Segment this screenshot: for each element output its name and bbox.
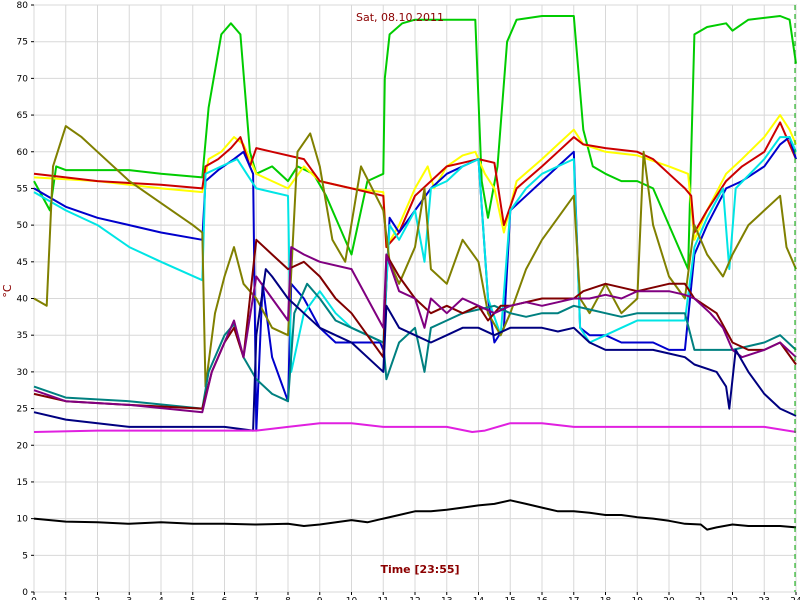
- x-tick-label: 10: [346, 597, 358, 600]
- chart-title: Sat, 08.10.2011: [356, 11, 444, 24]
- series-line-7: [33, 282, 797, 410]
- series-line-6: [33, 125, 797, 388]
- x-tick-label: 12: [409, 597, 420, 600]
- x-tick-label: 17: [568, 597, 579, 600]
- x-tick-label: 14: [473, 597, 485, 600]
- x-tick-label: 0: [31, 597, 37, 600]
- y-tick-label: 80: [17, 1, 29, 11]
- x-tick-label: 20: [663, 597, 675, 600]
- series-layer: [33, 15, 797, 531]
- x-tick-label: 15: [505, 597, 516, 600]
- series-line-4: [33, 136, 797, 432]
- series-line-12: [33, 499, 797, 531]
- x-tick-label: 4: [158, 597, 164, 600]
- y-tick-label: 15: [17, 478, 28, 488]
- x-tick-label: 13: [441, 597, 452, 600]
- y-tick-label: 20: [17, 441, 29, 451]
- x-tick-label: 8: [285, 597, 291, 600]
- y-axis-label: °C: [1, 284, 14, 298]
- x-axis-label: Time [23:55]: [380, 563, 459, 576]
- y-tick-label: 60: [17, 148, 29, 158]
- x-tick-label: 11: [378, 597, 389, 600]
- x-tick-label: 1: [63, 597, 69, 600]
- x-tick-label: 3: [126, 597, 132, 600]
- y-tick-label: 55: [17, 184, 28, 194]
- series-line-5: [33, 136, 797, 373]
- x-tick-label: 2: [95, 597, 101, 600]
- x-tick-label: 22: [727, 597, 738, 600]
- series-line-1: [33, 15, 797, 271]
- y-tick-label: 45: [17, 258, 28, 268]
- x-tick-label: 23: [759, 597, 770, 600]
- x-tick-label: 19: [632, 597, 644, 600]
- x-tick-label: 21: [695, 597, 706, 600]
- x-tick-label: 16: [536, 597, 548, 600]
- y-tick-label: 70: [17, 74, 29, 84]
- x-tick-label: 18: [600, 597, 612, 600]
- y-tick-label: 30: [17, 368, 29, 378]
- y-tick-label: 0: [22, 588, 28, 598]
- y-tick-label: 5: [22, 551, 28, 561]
- series-line-10: [33, 268, 797, 432]
- y-axis: 0 5 10 15 20 25 30 35 40 45 50 55 60 65 70 75 80: [17, 1, 34, 598]
- series-line-9: [33, 246, 797, 414]
- x-tick-label: 6: [222, 597, 228, 600]
- series-line-11: [33, 422, 797, 433]
- y-tick-label: 40: [17, 295, 29, 305]
- x-tick-label: 5: [190, 597, 196, 600]
- y-tick-label: 35: [17, 331, 28, 341]
- x-tick-label: 7: [253, 597, 259, 600]
- y-tick-label: 10: [17, 515, 29, 525]
- x-tick-label: 9: [317, 597, 323, 600]
- x-tick-label: 24: [790, 597, 800, 600]
- y-tick-label: 65: [17, 111, 28, 121]
- x-axis: 0123456789101112131415161718192021222324: [31, 592, 800, 600]
- y-tick-label: 50: [17, 221, 29, 231]
- y-tick-label: 25: [17, 405, 28, 415]
- y-tick-label: 75: [17, 38, 28, 48]
